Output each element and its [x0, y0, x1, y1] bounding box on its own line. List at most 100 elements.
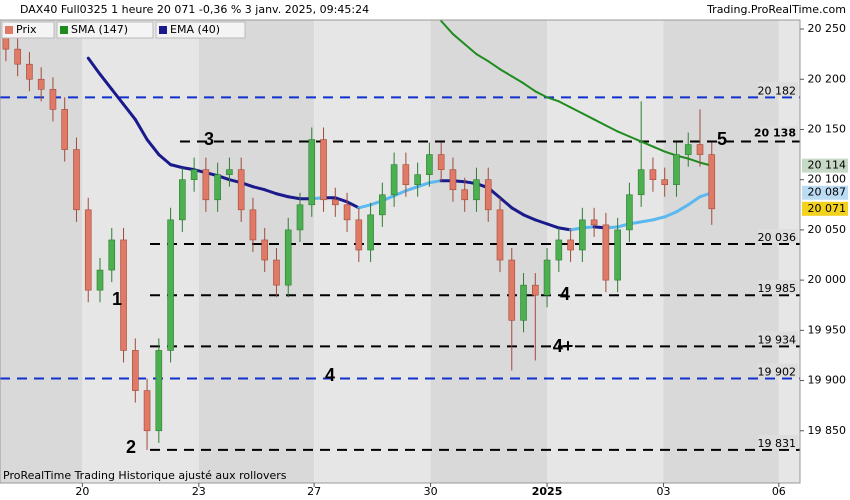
candle-body — [249, 209, 257, 241]
level-label: 19 831 — [758, 437, 797, 450]
candle-body — [508, 259, 516, 321]
candle-body — [426, 154, 433, 175]
series-line — [86, 56, 102, 76]
series-line — [546, 96, 560, 103]
candle-body — [626, 194, 633, 231]
level-label: 20 182 — [758, 84, 797, 97]
series-line — [463, 43, 478, 56]
candle-body — [437, 154, 445, 170]
series-line — [451, 33, 466, 46]
candle-body — [108, 239, 116, 271]
y-tick-label: 20 000 — [808, 273, 847, 286]
y-tick-label: 19 950 — [808, 323, 847, 336]
annotation: 2 — [126, 437, 136, 457]
y-tick-label: 20 050 — [808, 223, 847, 236]
candle-body — [61, 109, 69, 150]
candle-body — [402, 164, 410, 186]
source: Trading.ProRealTime.com — [706, 3, 846, 16]
level-label-bg — [758, 434, 798, 449]
price-tag — [802, 185, 848, 200]
day-band — [314, 20, 431, 483]
series-line — [416, 181, 431, 189]
level-label: 19 934 — [758, 333, 797, 346]
series-line — [522, 213, 537, 222]
candle-body — [355, 219, 363, 251]
price-tag — [802, 158, 848, 173]
price-tag-label: 20 087 — [808, 186, 847, 199]
candle-body — [84, 209, 92, 291]
series-line — [499, 68, 513, 78]
series-line — [169, 163, 184, 170]
legend-box — [56, 21, 154, 39]
candle-body — [661, 179, 669, 186]
candle-body — [637, 169, 645, 196]
x-tick-label: 23 — [192, 485, 206, 498]
series-line — [263, 188, 278, 196]
level-label-bg — [758, 228, 798, 243]
x-tick-label: 30 — [424, 485, 438, 498]
candle-body — [555, 239, 563, 261]
series-line — [274, 192, 290, 199]
candle-body — [614, 229, 621, 281]
candle-body — [179, 179, 186, 221]
series-line — [686, 195, 702, 207]
price-tag-label: 20 071 — [808, 202, 847, 215]
candle-body — [155, 350, 163, 432]
candle-body — [343, 204, 351, 221]
series-line — [557, 100, 572, 109]
series-line — [557, 226, 573, 232]
x-tick-label: 06 — [772, 485, 786, 498]
candle-body — [190, 169, 198, 180]
series-line — [510, 75, 525, 85]
candle-body — [131, 350, 139, 391]
x-tick-label: 03 — [657, 485, 671, 498]
series-line — [604, 124, 619, 133]
candle-body — [320, 139, 327, 201]
level-label-bg — [758, 280, 798, 295]
series-line — [616, 130, 631, 138]
candle-body — [96, 269, 104, 291]
y-tick-label: 20 200 — [808, 72, 847, 85]
candle-body — [202, 169, 210, 201]
series-line — [345, 200, 361, 210]
candle-body — [214, 174, 221, 201]
series-line — [157, 153, 173, 167]
annotation: 4+ — [553, 336, 574, 356]
legend-swatch — [60, 26, 68, 34]
candle-body — [579, 219, 586, 251]
annotation: 5 — [717, 129, 727, 149]
series-line — [651, 145, 666, 153]
series-line — [333, 196, 349, 204]
candle-body — [461, 189, 469, 201]
level-label: 19 985 — [758, 282, 797, 295]
y-tick-label: 20 100 — [808, 173, 847, 186]
candle-body — [73, 149, 80, 211]
candle-body — [708, 154, 716, 210]
y-tick-label: 20 150 — [808, 122, 847, 135]
series-line — [440, 20, 454, 36]
annotation: 4 — [560, 284, 570, 304]
candle-body — [484, 179, 492, 211]
series-line — [475, 53, 490, 63]
series-line — [98, 72, 114, 91]
candle-body — [449, 169, 457, 191]
candle-body — [590, 219, 598, 226]
series-line — [498, 196, 514, 210]
legend-swatch — [159, 26, 167, 34]
series-line — [110, 87, 126, 106]
candle-body — [367, 214, 374, 251]
annotation: 3 — [204, 129, 214, 149]
series-line — [286, 195, 302, 201]
candle-body — [167, 219, 174, 351]
series-line — [534, 90, 549, 99]
candle-body — [226, 169, 233, 175]
series-line — [145, 138, 161, 157]
series-line — [122, 102, 137, 121]
series-line — [487, 60, 501, 71]
candle-body — [37, 78, 45, 90]
candle-body — [496, 209, 504, 261]
candle-body — [414, 174, 421, 186]
candle-body — [143, 390, 151, 432]
legend-box — [1, 21, 55, 39]
level-label-bg — [758, 363, 798, 378]
